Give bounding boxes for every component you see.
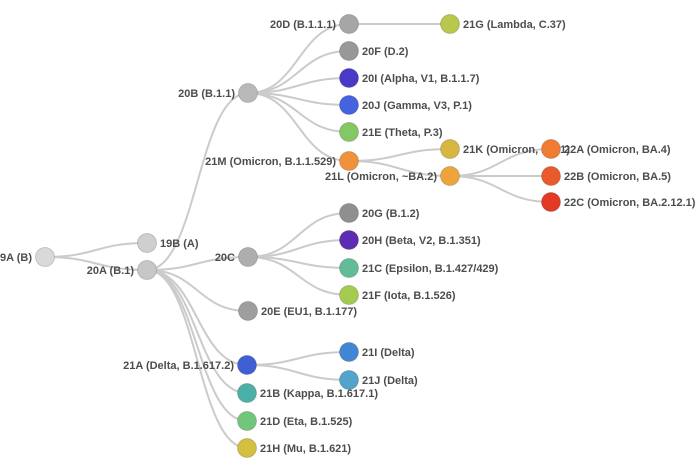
- node-label-19A: 9A (B): [0, 252, 32, 264]
- node-label-21M: 21M (Omicron, B.1.1.529): [205, 156, 336, 168]
- node-label-21C: 21C (Epsilon, B.1.427/429): [362, 263, 499, 275]
- edge-20A-21B: [146, 269, 248, 394]
- node-label-20H: 20H (Beta, V2, B.1.351): [362, 235, 481, 247]
- node-label-20J: 20J (Gamma, V3, P.1): [362, 100, 472, 112]
- node-label-19B: 19B (A): [160, 238, 199, 250]
- edge-21M-21K: [348, 148, 451, 162]
- node-20J[interactable]: [339, 95, 359, 115]
- node-19A[interactable]: [35, 247, 55, 267]
- node-21E[interactable]: [339, 122, 359, 142]
- node-21H[interactable]: [237, 438, 257, 458]
- nodes-layer: [35, 14, 561, 458]
- edge-21A-21J: [246, 364, 350, 381]
- node-label-21H: 21H (Mu, B.1.621): [260, 443, 351, 455]
- node-label-21E: 21E (Theta, P.3): [362, 127, 443, 139]
- node-label-22C: 22C (Omicron, BA.2.12.1): [564, 197, 696, 209]
- node-20G[interactable]: [339, 203, 359, 223]
- node-label-21L: 21L (Omicron, ~BA.2): [325, 171, 437, 183]
- node-20I[interactable]: [339, 68, 359, 88]
- edge-21L-22C: [449, 175, 552, 203]
- node-label-21I: 21I (Delta): [362, 347, 415, 359]
- edge-20C-20G: [247, 212, 350, 258]
- edge-20A-20E: [146, 269, 249, 312]
- edge-20C-21F: [247, 256, 350, 296]
- node-22A[interactable]: [541, 139, 561, 159]
- node-21C[interactable]: [339, 258, 359, 278]
- node-21L[interactable]: [440, 166, 460, 186]
- node-label-22A: 22A (Omicron, BA.4): [564, 144, 671, 156]
- node-20C[interactable]: [238, 247, 258, 267]
- node-label-20B: 20B (B.1.1): [178, 88, 235, 100]
- node-label-20E: 20E (EU1, B.1.177): [261, 306, 357, 318]
- node-21I[interactable]: [339, 342, 359, 362]
- node-label-21A: 21A (Delta, B.1.617.2): [123, 360, 234, 372]
- node-label-20C: 20C: [215, 252, 235, 264]
- node-label-21B: 21B (Kappa, B.1.617.1): [260, 388, 378, 400]
- node-20A[interactable]: [137, 260, 157, 280]
- node-21M[interactable]: [339, 151, 359, 171]
- node-label-22B: 22B (Omicron, BA.5): [564, 171, 671, 183]
- edge-20A-21A: [146, 269, 248, 366]
- node-21J[interactable]: [339, 370, 359, 390]
- edge-20A-21H: [146, 269, 248, 449]
- node-label-21G: 21G (Lambda, C.37): [463, 19, 566, 31]
- edge-20A-20C: [146, 256, 249, 271]
- node-20D[interactable]: [339, 14, 359, 34]
- node-20B[interactable]: [238, 83, 258, 103]
- node-label-20F: 20F (D.2): [362, 46, 409, 58]
- labels-layer: 9A (B) 19B (A) 20A (B.1) 20B (B.1.1) 20C 20E …: [0, 19, 696, 455]
- node-20E[interactable]: [238, 301, 258, 321]
- node-label-21J: 21J (Delta): [362, 375, 418, 387]
- edge-21L-22A: [449, 148, 552, 177]
- node-label-21D: 21D (Eta, B.1.525): [260, 416, 353, 428]
- node-21F[interactable]: [339, 285, 359, 305]
- node-22B[interactable]: [541, 166, 561, 186]
- node-20F[interactable]: [339, 41, 359, 61]
- node-label-20G: 20G (B.1.2): [362, 208, 420, 220]
- edges-layer: [44, 22, 552, 449]
- edge-19A-20A: [44, 256, 148, 271]
- node-label-20D: 20D (B.1.1.1): [270, 19, 336, 31]
- edge-20B-20F: [247, 50, 350, 94]
- edge-19A-19B: [44, 242, 148, 258]
- edge-20B-20D: [247, 23, 350, 94]
- edge-21A-21I: [246, 351, 350, 366]
- node-21D[interactable]: [237, 411, 257, 431]
- node-19B[interactable]: [137, 233, 157, 253]
- node-label-21F: 21F (Iota, B.1.526): [362, 290, 456, 302]
- node-21K[interactable]: [440, 139, 460, 159]
- node-label-20I: 20I (Alpha, V1, B.1.1.7): [362, 73, 480, 85]
- node-label-20A: 20A (B.1): [87, 265, 135, 277]
- edge-20B-21M: [247, 92, 350, 162]
- node-20H[interactable]: [339, 230, 359, 250]
- node-22C[interactable]: [541, 192, 561, 212]
- node-21G[interactable]: [440, 14, 460, 34]
- node-21B[interactable]: [237, 383, 257, 403]
- edge-20A-21D: [146, 269, 248, 422]
- edge-20A-20B: [146, 92, 249, 271]
- node-21A[interactable]: [237, 355, 257, 375]
- edge-21M-21L: [348, 160, 451, 177]
